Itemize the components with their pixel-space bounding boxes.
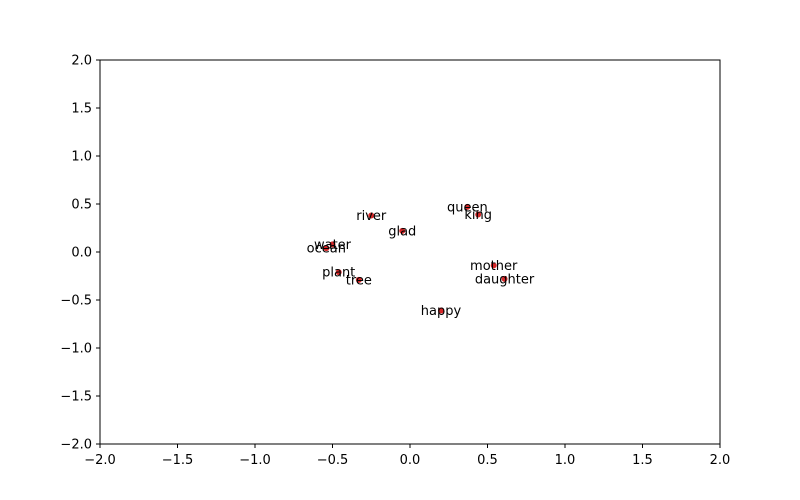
point-king bbox=[475, 211, 482, 218]
y-tick-label: 2.0 bbox=[71, 54, 92, 69]
point-label-plant: plant bbox=[322, 266, 355, 281]
point-tree bbox=[355, 276, 362, 283]
x-tick-label: −2.0 bbox=[84, 453, 116, 468]
point-river bbox=[368, 212, 375, 219]
y-tick-label: 0.0 bbox=[71, 246, 92, 261]
x-tick-label: 0.0 bbox=[400, 453, 421, 468]
x-tick-label: −1.5 bbox=[162, 453, 194, 468]
x-tick-label: 1.0 bbox=[555, 453, 576, 468]
point-queen bbox=[464, 203, 471, 210]
x-tick-label: 1.5 bbox=[632, 453, 653, 468]
point-label-happy: happy bbox=[421, 304, 462, 319]
point-label-mother: mother bbox=[470, 259, 518, 274]
point-ocean bbox=[323, 245, 330, 252]
x-tick-label: −0.5 bbox=[317, 453, 349, 468]
point-happy bbox=[438, 307, 444, 314]
y-axis: −2.0 −1.5 −1.0 −0.5 0.0 0.5 1.0 1.5 2.0 bbox=[60, 54, 100, 453]
point-label-glad: glad bbox=[388, 224, 416, 239]
x-tick-label: 0.5 bbox=[477, 453, 498, 468]
y-tick-label: −1.5 bbox=[60, 390, 92, 405]
y-tick-label: −0.5 bbox=[60, 294, 92, 309]
point-label-daughter: daughter bbox=[475, 272, 535, 287]
x-tick-label: −1.0 bbox=[239, 453, 271, 468]
point-plant bbox=[335, 269, 342, 276]
y-tick-label: −2.0 bbox=[60, 438, 92, 453]
point-label-water: water bbox=[314, 238, 352, 253]
y-tick-label: 0.5 bbox=[71, 198, 92, 213]
point-glad bbox=[399, 227, 406, 234]
x-axis: −2.0 −1.5 −1.0 −0.5 0.0 0.5 1.0 1.5 2.0 bbox=[84, 444, 730, 468]
point-label-river: river bbox=[356, 209, 387, 224]
point-water bbox=[329, 241, 336, 248]
y-tick-label: −1.0 bbox=[60, 342, 92, 357]
point-daughter bbox=[501, 275, 508, 282]
point-label-tree: tree bbox=[346, 273, 372, 288]
point-label-king: king bbox=[464, 208, 492, 223]
y-tick-label: 1.0 bbox=[71, 150, 92, 165]
point-mother bbox=[490, 262, 497, 269]
point-label-queen: queen bbox=[447, 200, 488, 215]
x-tick-label: 2.0 bbox=[710, 453, 731, 468]
y-tick-label: 1.5 bbox=[71, 102, 92, 117]
point-label-ocean: ocean bbox=[307, 242, 346, 257]
